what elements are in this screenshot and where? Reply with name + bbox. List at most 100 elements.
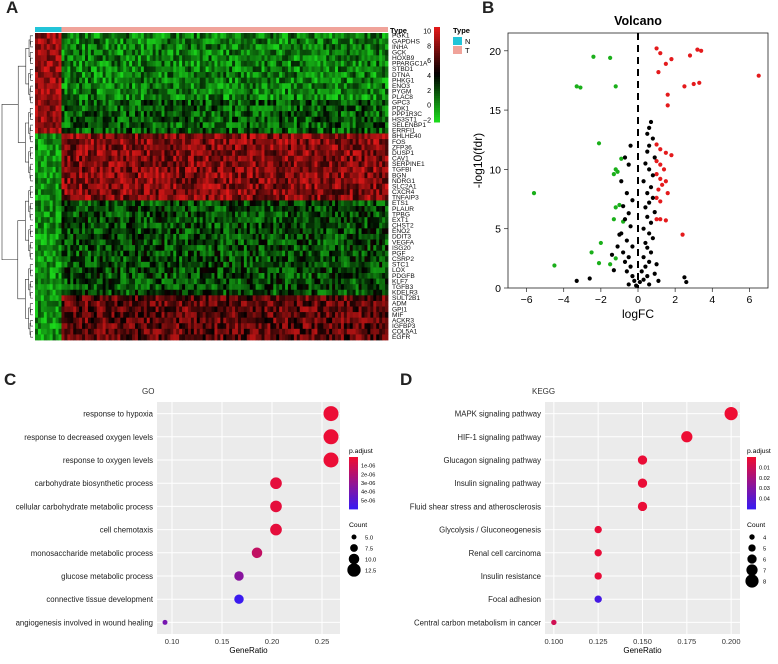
heatmap-cell — [123, 133, 127, 140]
heatmap-cell — [317, 72, 321, 79]
heatmap-cell — [382, 127, 386, 134]
heatmap-cell — [246, 155, 251, 162]
heatmap-cell — [370, 178, 374, 185]
heatmap-cell — [40, 228, 45, 235]
heatmap-cell — [170, 33, 174, 39]
heatmap-cell — [217, 211, 221, 218]
heatmap-cell — [252, 83, 257, 90]
heatmap-cell — [37, 55, 42, 62]
heatmap-cell — [96, 88, 101, 95]
heatmap-cell — [140, 99, 145, 106]
heatmap-cell — [99, 77, 104, 84]
heatmap-cell — [290, 222, 295, 229]
heatmap-cell — [49, 116, 54, 123]
heatmap-cell — [117, 200, 121, 207]
heatmap-cell — [302, 83, 307, 90]
heatmap-cell — [282, 172, 286, 179]
heatmap-cell — [252, 161, 257, 168]
heatmap-cell — [226, 99, 230, 106]
heatmap-cell — [143, 99, 148, 106]
heatmap-cell — [58, 66, 62, 73]
heatmap-cell — [132, 161, 136, 168]
heatmap-cell — [129, 256, 133, 263]
heatmap-cell — [217, 139, 221, 146]
heatmap-cell — [226, 150, 230, 157]
heatmap-cell — [246, 228, 251, 235]
heatmap-cell — [352, 206, 357, 213]
heatmap-cell — [196, 105, 201, 112]
heatmap-cell — [379, 144, 383, 151]
heatmap-cell — [273, 206, 277, 213]
heatmap-cell — [149, 49, 154, 56]
heatmap-cell — [240, 161, 245, 168]
heatmap-cell — [270, 245, 274, 252]
heatmap-cell — [205, 250, 209, 257]
heatmap-cell — [102, 122, 106, 129]
heatmap-cell — [126, 239, 130, 246]
heatmap-cell — [299, 239, 304, 246]
heatmap-cell — [82, 166, 86, 173]
heatmap-cell — [82, 183, 86, 190]
heatmap-cell — [337, 166, 342, 173]
heatmap-cell — [235, 111, 239, 118]
heatmap-cell — [273, 155, 277, 162]
heatmap-cell — [40, 211, 45, 218]
heatmap-cell — [208, 245, 212, 252]
heatmap-cell — [226, 239, 230, 246]
heatmap-cell — [202, 60, 207, 67]
heatmap-cell — [308, 127, 312, 134]
heatmap-cell — [105, 88, 109, 95]
heatmap-cell — [308, 200, 312, 207]
heatmap-cell — [364, 178, 368, 185]
heatmap-cell — [243, 150, 248, 157]
heatmap-cell — [90, 133, 95, 140]
heatmap-cell — [279, 178, 283, 185]
heatmap-cell — [364, 144, 368, 151]
heatmap-cell — [373, 150, 377, 157]
heatmap-cell — [223, 155, 227, 162]
heatmap-cell — [202, 111, 207, 118]
heatmap-cell — [232, 94, 236, 101]
heatmap-cell — [146, 144, 151, 151]
heatmap-cell — [287, 66, 292, 73]
heatmap-cell — [208, 228, 212, 235]
heatmap-row — [35, 66, 389, 73]
heatmap-cell — [258, 233, 262, 240]
heatmap-cell — [193, 94, 198, 101]
heatmap-cell — [40, 161, 45, 168]
heatmap-cell — [299, 161, 304, 168]
heatmap-cell — [287, 127, 292, 134]
heatmap-cell — [52, 127, 56, 134]
heatmap-cell — [361, 94, 365, 101]
heatmap-cell — [343, 44, 348, 51]
heatmap-cell — [314, 83, 318, 90]
heatmap-cell — [340, 44, 345, 51]
heatmap-cell — [361, 150, 365, 157]
heatmap-cell — [93, 60, 98, 67]
heatmap-cell — [267, 72, 271, 79]
heatmap-cell — [126, 116, 130, 123]
heatmap-cell — [296, 49, 301, 56]
heatmap-cell — [367, 127, 371, 134]
heatmap-cell — [211, 239, 215, 246]
heatmap-cell — [237, 72, 242, 79]
heatmap-cell — [314, 222, 318, 229]
heatmap-cell — [355, 172, 359, 179]
heatmap-cell — [217, 233, 221, 240]
heatmap-cell — [137, 200, 142, 207]
heatmap-cell — [102, 261, 106, 268]
heatmap-cell — [140, 83, 145, 90]
heatmap-cell — [287, 194, 292, 201]
heatmap-cell — [182, 256, 186, 263]
heatmap-cell — [340, 77, 345, 84]
heatmap-cell — [137, 127, 142, 134]
heatmap-cell — [235, 77, 239, 84]
heatmap-cell — [105, 38, 109, 45]
heatmap-cell — [290, 161, 295, 168]
heatmap-cell — [205, 150, 209, 157]
heatmap-cell — [120, 88, 124, 95]
heatmap-cell — [367, 139, 371, 146]
heatmap-cell — [349, 105, 354, 112]
heatmap-cell — [111, 239, 115, 246]
heatmap-cell — [223, 161, 227, 168]
